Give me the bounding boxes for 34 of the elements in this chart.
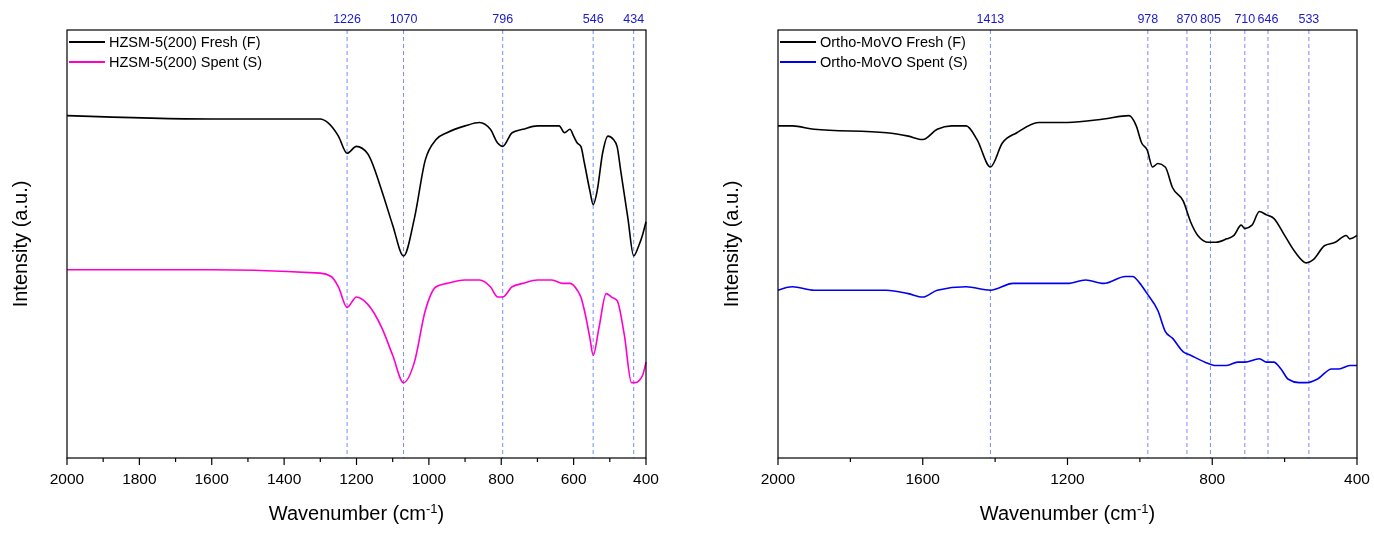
ref-line-label: 870 <box>1176 12 1198 26</box>
ref-line-label: 646 <box>1257 12 1279 26</box>
ref-line-label: 710 <box>1234 12 1256 26</box>
x-tick-label: 1600 <box>905 470 941 487</box>
x-tick-label: 800 <box>488 470 515 487</box>
ref-line-label: 805 <box>1200 12 1221 26</box>
ref-line-label: 1226 <box>333 12 362 26</box>
x-tick-label: 1600 <box>194 470 230 487</box>
x-tick-label: 2000 <box>760 470 796 487</box>
ref-line-label: 796 <box>492 12 514 26</box>
y-axis-title: Intensity (a.u.) <box>720 180 742 308</box>
x-tick-label: 400 <box>633 470 660 487</box>
x-tick-label: 1400 <box>266 470 302 487</box>
ref-line-label: 1070 <box>389 12 418 26</box>
legend-label: Ortho-MoVO Spent (S) <box>820 54 968 70</box>
ref-line-label: 533 <box>1298 12 1320 26</box>
x-tick-label: 1000 <box>411 470 447 487</box>
legend-label: HZSM-5(200) Spent (S) <box>109 54 263 70</box>
y-axis-title: Intensity (a.u.) <box>9 180 31 308</box>
x-tick-label: 400 <box>1344 470 1371 487</box>
x-tick-label: 1200 <box>339 470 375 487</box>
legend-label: Ortho-MoVO Fresh (F) <box>820 34 966 50</box>
ref-line-label: 978 <box>1137 12 1159 26</box>
ref-line-label: 1413 <box>976 12 1005 26</box>
x-tick-label: 800 <box>1199 470 1226 487</box>
x-axis-title: Wavenumber (cm$^{-1}$) <box>979 500 1156 524</box>
ref-line-label: 434 <box>623 12 645 26</box>
x-axis-title: Wavenumber (cm$^{-1}$) <box>268 500 445 524</box>
x-tick-label: 1800 <box>122 470 157 487</box>
x-tick-label: 600 <box>560 470 587 487</box>
x-tick-label: 1200 <box>1050 470 1086 487</box>
ref-line-label: 546 <box>582 12 604 26</box>
legend-label: HZSM-5(200) Fresh (F) <box>109 34 261 50</box>
x-tick-label: 2000 <box>49 470 85 487</box>
